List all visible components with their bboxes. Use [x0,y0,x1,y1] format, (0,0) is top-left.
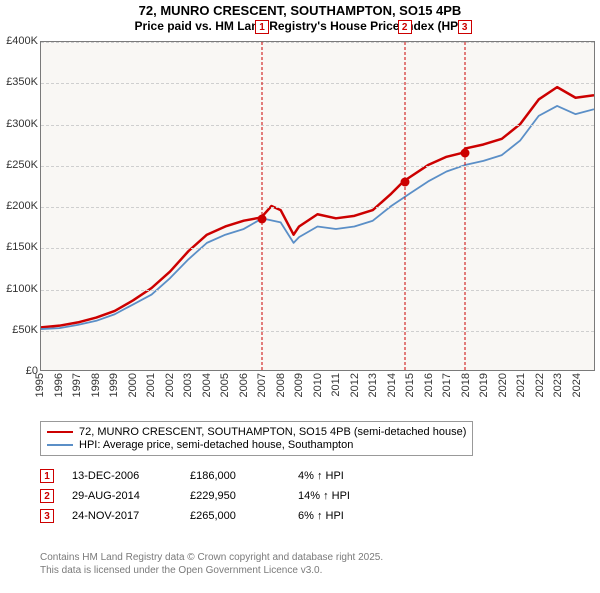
gridline [41,42,594,43]
x-tick-label: 2003 [182,373,194,397]
event-price: £186,000 [190,470,280,482]
event-number-box: 3 [40,509,54,523]
x-tick-label: 2024 [571,373,583,397]
marker-number-box: 3 [458,20,472,34]
event-date: 24-NOV-2017 [72,510,172,522]
chart-svg [41,42,594,370]
attribution-line2: This data is licensed under the Open Gov… [40,564,383,577]
plot-area: 123 [40,41,595,371]
marker-dot [460,149,469,158]
x-tick-label: 1996 [53,373,65,397]
gridline [41,83,594,84]
marker-vline [404,42,405,370]
x-tick-label: 2002 [164,373,176,397]
x-tick-label: 2008 [275,373,287,397]
x-tick-label: 2015 [404,373,416,397]
legend-swatch [47,431,73,433]
event-pct: 6% ↑ HPI [298,510,398,522]
x-tick-label: 2000 [127,373,139,397]
x-tick-label: 2019 [478,373,490,397]
x-tick-label: 2010 [312,373,324,397]
marker-number-box: 1 [255,20,269,34]
legend-label: HPI: Average price, semi-detached house,… [79,439,353,451]
x-tick-label: 2018 [460,373,472,397]
y-tick-label: £100K [0,283,38,295]
y-tick-label: £150K [0,241,38,253]
x-tick-label: 2021 [515,373,527,397]
gridline [41,290,594,291]
series-line [41,106,594,329]
x-tick-label: 2016 [423,373,435,397]
attribution: Contains HM Land Registry data © Crown c… [40,551,383,577]
event-price: £265,000 [190,510,280,522]
legend-swatch [47,444,73,446]
x-tick-label: 2006 [238,373,250,397]
x-tick-label: 1997 [71,373,83,397]
event-row: 3 24-NOV-2017 £265,000 6% ↑ HPI [40,509,398,523]
event-pct: 14% ↑ HPI [298,490,398,502]
y-tick-label: £300K [0,118,38,130]
marker-vline [262,42,263,370]
marker-number-box: 2 [398,20,412,34]
legend: 72, MUNRO CRESCENT, SOUTHAMPTON, SO15 4P… [40,421,473,456]
x-tick-label: 2007 [256,373,268,397]
legend-item: 72, MUNRO CRESCENT, SOUTHAMPTON, SO15 4P… [47,426,466,438]
y-tick-label: £400K [0,35,38,47]
event-row: 2 29-AUG-2014 £229,950 14% ↑ HPI [40,489,398,503]
y-tick-label: £0 [0,365,38,377]
x-tick-label: 2023 [552,373,564,397]
event-number-box: 1 [40,469,54,483]
x-tick-label: 2014 [386,373,398,397]
x-tick-label: 2001 [145,373,157,397]
x-tick-label: 2011 [330,373,342,397]
gridline [41,207,594,208]
marker-vline [464,42,465,370]
event-date: 29-AUG-2014 [72,490,172,502]
x-tick-label: 2020 [497,373,509,397]
legend-label: 72, MUNRO CRESCENT, SOUTHAMPTON, SO15 4P… [79,426,466,438]
x-tick-label: 1998 [90,373,102,397]
event-list: 1 13-DEC-2006 £186,000 4% ↑ HPI 2 29-AUG-2014… [40,463,398,529]
gridline [41,166,594,167]
gridline [41,125,594,126]
legend-item: HPI: Average price, semi-detached house,… [47,439,466,451]
x-tick-label: 2009 [293,373,305,397]
x-tick-label: 2013 [367,373,379,397]
marker-dot [400,178,409,187]
event-number-box: 2 [40,489,54,503]
x-tick-label: 1999 [108,373,120,397]
chart-title-line2: Price paid vs. HM Land Registry's House … [0,19,600,33]
event-pct: 4% ↑ HPI [298,470,398,482]
marker-dot [258,214,267,223]
chart-title-line1: 72, MUNRO CRESCENT, SOUTHAMPTON, SO15 4P… [0,3,600,18]
y-tick-label: £250K [0,159,38,171]
x-tick-label: 2004 [201,373,213,397]
y-tick-label: £50K [0,324,38,336]
event-date: 13-DEC-2006 [72,470,172,482]
x-tick-label: 2017 [441,373,453,397]
x-tick-label: 1995 [34,373,46,397]
y-tick-label: £350K [0,76,38,88]
gridline [41,248,594,249]
attribution-line1: Contains HM Land Registry data © Crown c… [40,551,383,564]
chart-container: 123 £0 £50K £100K £150K £200K £250K £300K £350K… [0,41,600,393]
gridline [41,331,594,332]
x-tick-label: 2012 [349,373,361,397]
x-tick-label: 2005 [219,373,231,397]
y-tick-label: £200K [0,200,38,212]
event-price: £229,950 [190,490,280,502]
x-tick-label: 2022 [534,373,546,397]
event-row: 1 13-DEC-2006 £186,000 4% ↑ HPI [40,469,398,483]
